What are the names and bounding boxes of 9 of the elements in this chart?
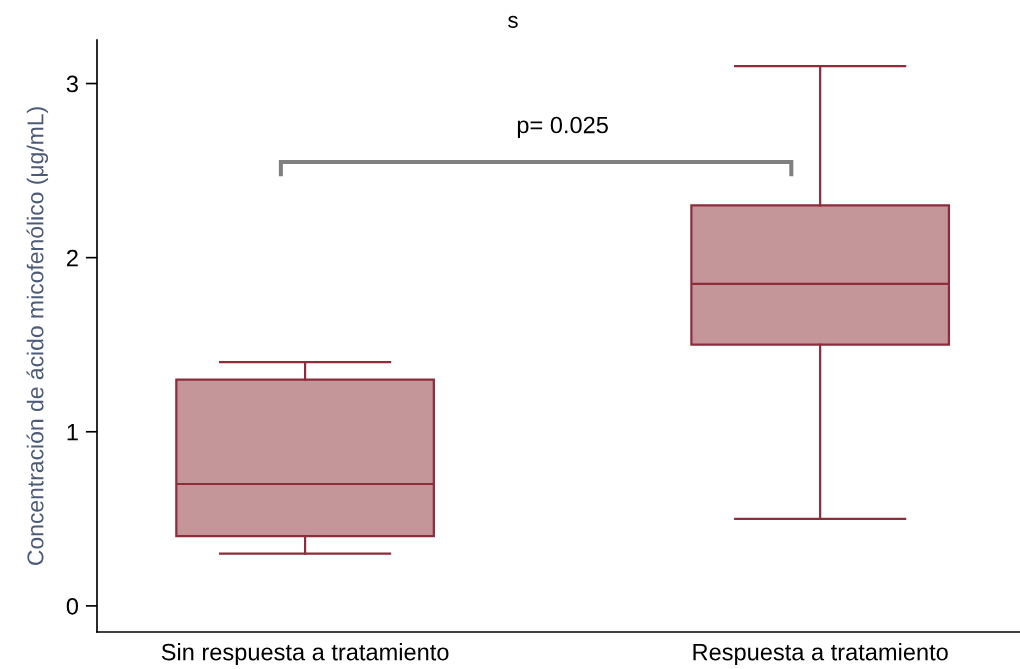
chart-title: s — [508, 15, 518, 28]
annotation: p= 0.025 — [517, 116, 608, 139]
y-tick-label: 2 — [67, 249, 78, 267]
x-tick-label: Respuesta a tratamiento — [693, 643, 948, 666]
y-tick-label: 1 — [67, 424, 78, 441]
y-axis-title: Concentración de ácido micofenólico (μg/mL) — [26, 107, 49, 565]
y-tick-label: 3 — [66, 75, 78, 93]
y-tick-label: 0 — [66, 597, 79, 615]
x-tick-label: Sin respuesta a tratamiento — [161, 643, 449, 666]
